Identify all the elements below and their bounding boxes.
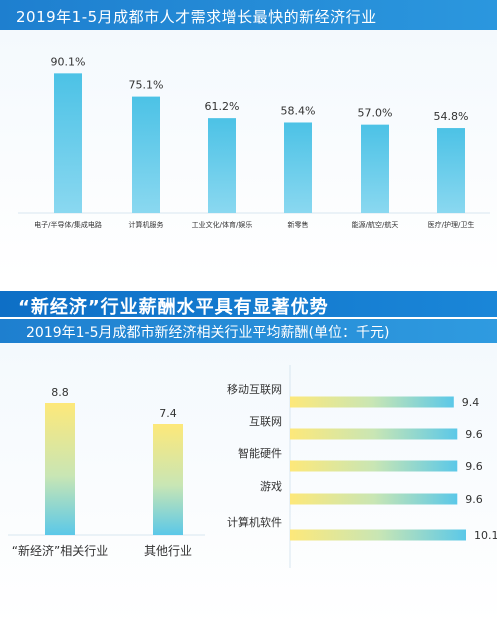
chart1-svg: 90.1% 电子/半导体/集成电路 75.1% 计算机服务 61.2% 工业文化/体育/娱…: [18, 55, 490, 229]
chart3-value-label: 10.1: [474, 529, 497, 542]
chart2-category-label: 其他行业: [144, 544, 192, 558]
chart2-svg: 8.8 “新经济”相关行业 7.4 其他行业: [8, 386, 205, 558]
chart3-bar: [290, 493, 458, 505]
chart3-value-label: 9.4: [462, 396, 480, 409]
chart3-bar: [290, 529, 466, 541]
chart2-bar: [45, 403, 75, 535]
section2-heading: “新经济”行业薪酬水平具有显著优势: [18, 297, 329, 318]
chart2-value-label: 8.8: [51, 386, 69, 399]
chart1-value-label: 61.2%: [205, 100, 240, 113]
chart1-category-label: 工业文化/体育/娱乐: [192, 220, 253, 229]
chart1-category-label: 电子/半导体/集成电路: [34, 220, 102, 229]
chart3-bar: [290, 396, 454, 408]
chart1-category-label: 医疗/护理/卫生: [428, 220, 475, 229]
chart1-category-label: 计算机服务: [129, 220, 164, 229]
section2-heading-banner: “新经济”行业薪酬水平具有显著优势: [0, 291, 497, 318]
chart3-bar: [290, 460, 458, 472]
chart3-value-label: 9.6: [465, 493, 483, 506]
chart3-bar: [290, 428, 458, 440]
chart1-category-label: 新零售: [288, 220, 309, 229]
chart1-value-label: 75.1%: [129, 79, 164, 92]
chart3-category-label: 计算机软件: [227, 515, 282, 529]
chart1-bar: [437, 128, 465, 213]
chart3-category-label: 智能硬件: [238, 446, 282, 460]
chart2-category-label: “新经济”相关行业: [12, 543, 108, 558]
chart3-category-label: 互联网: [249, 415, 282, 428]
chart1-bar: [54, 73, 82, 213]
chart1-title-banner: 2019年1-5月成都市人才需求增长最快的新经济行业: [0, 0, 497, 30]
chart2-panel: [0, 343, 497, 626]
chart3-value-label: 9.6: [465, 428, 483, 441]
chart3-svg: 移动互联网 9.4 互联网 9.6 智能硬件 9.6 游戏 9.6 计算机软件 10.1: [227, 365, 497, 568]
chart1-value-label: 57.0%: [358, 107, 393, 120]
chart2-value-label: 7.4: [159, 407, 177, 420]
section2-subtitle-banner: 2019年1-5月成都市新经济相关行业平均薪酬(单位：千元): [0, 319, 497, 343]
chart1-value-label: 90.1%: [51, 55, 86, 68]
section2-subtitle: 2019年1-5月成都市新经济相关行业平均薪酬(单位：千元): [26, 325, 390, 341]
chart1-bar: [284, 122, 312, 213]
chart1-value-label: 54.8%: [434, 110, 469, 123]
chart1-category-label: 能源/航空/航天: [352, 220, 399, 229]
chart1-bar: [361, 124, 389, 213]
chart2-bar: [153, 424, 183, 535]
chart1-panel: [0, 30, 497, 280]
chart3-value-label: 9.6: [465, 460, 483, 473]
chart1-title: 2019年1-5月成都市人才需求增长最快的新经济行业: [16, 8, 377, 26]
chart1-bar: [132, 96, 160, 213]
chart3-category-label: 游戏: [260, 480, 282, 493]
chart3-category-label: 移动互联网: [227, 383, 282, 396]
chart1-value-label: 58.4%: [281, 104, 316, 117]
chart1-bar: [208, 118, 236, 213]
